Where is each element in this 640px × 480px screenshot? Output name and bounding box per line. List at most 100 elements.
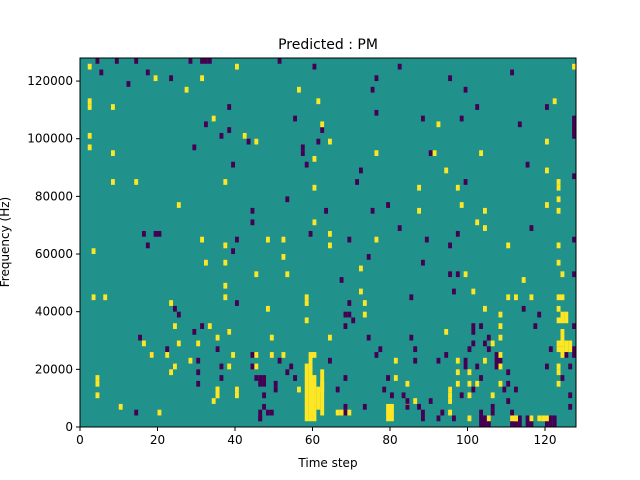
heatmap-cell-low <box>494 352 499 370</box>
heatmap-cell-low <box>452 415 456 422</box>
heatmap-cell-high <box>556 196 561 203</box>
heatmap-cell-high <box>417 184 422 191</box>
heatmap-cell-low <box>273 380 278 387</box>
heatmap-cell-low <box>316 138 321 145</box>
heatmap-cell-high <box>320 380 325 393</box>
heatmap-cell-low <box>421 415 425 422</box>
heatmap-cell-low <box>219 363 224 370</box>
heatmap-cell-low <box>142 230 146 237</box>
heatmap-cell-high <box>142 340 146 347</box>
heatmap-cell-low <box>374 75 379 82</box>
heatmap-cell-high <box>254 352 259 358</box>
heatmap-cell-low <box>386 202 391 208</box>
heatmap-cell-low <box>572 323 577 329</box>
heatmap-cell-high <box>207 323 212 329</box>
heatmap-cell-low <box>374 109 379 116</box>
heatmap-cell-low <box>343 311 348 318</box>
heatmap-cell-high <box>479 150 484 157</box>
heatmap-cell-low <box>196 357 201 364</box>
heatmap-cell-low <box>568 392 573 399</box>
heatmap-cell-high <box>552 98 557 105</box>
heatmap-cell-low <box>428 398 433 404</box>
heatmap-cell-high <box>483 357 487 364</box>
heatmap-cell-low <box>196 369 201 376</box>
heatmap-cell-high <box>444 328 449 335</box>
heatmap-cell-low <box>568 403 573 410</box>
heatmap-cell-high <box>316 98 321 105</box>
heatmap-cell-high <box>359 288 363 295</box>
heatmap-cell-high <box>510 415 515 422</box>
heatmap-cell-high <box>215 334 220 341</box>
heatmap-cell-low <box>397 63 402 70</box>
heatmap-cell-low <box>382 386 387 393</box>
heatmap-cell-high <box>304 363 309 422</box>
heatmap-cell-low <box>308 230 313 237</box>
heatmap-cell-low <box>455 230 460 237</box>
heatmap-cell-low <box>207 58 212 64</box>
heatmap-cell-high <box>545 202 549 208</box>
heatmap-cell-low <box>490 409 495 416</box>
y-tick-label: 80000 <box>35 189 73 203</box>
heatmap-cell-low <box>471 386 476 393</box>
heatmap-cell-high <box>211 398 216 404</box>
x-tick-label: 0 <box>76 433 84 447</box>
heatmap-cell-high <box>444 167 449 174</box>
heatmap-cell-high <box>556 305 561 312</box>
heatmap-cell-low <box>479 409 484 427</box>
heatmap-cell-high <box>254 363 259 370</box>
heatmap-cell-high <box>281 352 286 358</box>
heatmap-cell-high <box>153 75 158 82</box>
heatmap-cell-low <box>463 86 468 93</box>
heatmap-cell-high <box>320 121 325 128</box>
heatmap-cell-low <box>134 58 139 64</box>
heatmap-cell-low <box>572 115 577 139</box>
heatmap-cell-low <box>444 352 449 358</box>
heatmap-cell-high <box>339 409 344 416</box>
heatmap-cell-low <box>227 104 232 110</box>
heatmap-cell-high <box>560 352 565 358</box>
heatmap-cell-low <box>510 69 515 76</box>
heatmap-cell-high <box>498 323 503 329</box>
heatmap-cell-low <box>235 236 239 243</box>
heatmap-cell-low <box>374 352 379 358</box>
heatmap-cell-low <box>471 323 476 335</box>
heatmap-cell-low <box>347 300 352 306</box>
heatmap-cell-low <box>289 363 294 370</box>
heatmap-cell-low <box>285 369 290 376</box>
y-tick-label: 60000 <box>35 247 73 261</box>
heatmap-cell-low <box>421 115 425 122</box>
heatmap-cell-high <box>521 277 526 283</box>
heatmap-cell-high <box>545 167 549 174</box>
heatmap-cell-low <box>463 179 468 185</box>
heatmap-cell-low <box>428 150 433 157</box>
heatmap-cell-high <box>188 357 193 364</box>
heatmap-cell-low <box>409 334 414 341</box>
heatmap-cell-high <box>173 323 177 329</box>
plot-frame <box>79 57 577 428</box>
heatmap-cell-low <box>514 386 518 393</box>
x-tick-label: 20 <box>150 433 165 447</box>
heatmap-cell-high <box>486 415 491 422</box>
heatmap-cell-low <box>269 409 274 416</box>
heatmap-cell-high <box>223 294 228 301</box>
heatmap-cell-low <box>448 242 453 249</box>
heatmap-cell-low <box>572 271 577 278</box>
heatmap-cell-high <box>490 392 495 399</box>
x-tick-label: 120 <box>534 433 557 447</box>
heatmap-cell-high <box>281 254 286 260</box>
heatmap-cell-low <box>231 161 236 168</box>
heatmap-cell-low <box>545 104 549 110</box>
heatmap-cell-low <box>537 311 542 318</box>
heatmap-cell-high <box>556 340 561 347</box>
heatmap-cell-high <box>312 375 317 422</box>
heatmap-cell-low <box>498 357 503 364</box>
heatmap-cell-high <box>455 184 460 191</box>
heatmap-cell-high <box>304 300 309 306</box>
heatmap-cell-high <box>87 98 92 105</box>
heatmap-cell-high <box>556 207 561 214</box>
heatmap-cell-high <box>95 392 100 399</box>
heatmap-cell-low <box>471 340 476 347</box>
heatmap-cell-low <box>266 409 270 416</box>
heatmap-cell-low <box>300 150 305 157</box>
heatmap-cell-low <box>293 375 298 381</box>
